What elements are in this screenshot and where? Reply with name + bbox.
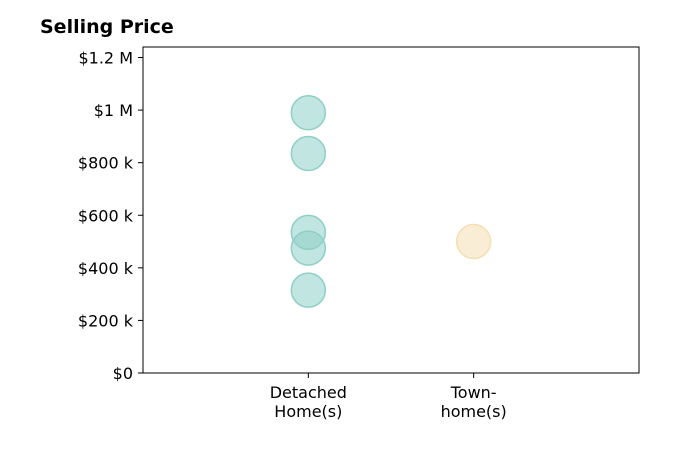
- y-tick-label: $200 k: [78, 311, 134, 330]
- chart-title: Selling Price: [40, 16, 174, 38]
- y-tick-label: $400 k: [78, 259, 134, 278]
- plot-frame: [142, 46, 640, 374]
- x-tick-label: Town-home(s): [441, 383, 507, 421]
- y-tick-label: $800 k: [78, 154, 134, 173]
- y-tick-label: $1 M: [94, 101, 133, 120]
- x-tick-label: Detached Home(s): [270, 383, 347, 421]
- data-point: [290, 230, 327, 266]
- data-point: [290, 135, 327, 172]
- y-tick-label: $1.2 M: [78, 49, 133, 68]
- data-point: [455, 223, 492, 260]
- data-point: [290, 272, 327, 308]
- y-tick-label: $600 k: [78, 206, 134, 225]
- data-point: [290, 94, 327, 131]
- y-tick-label: $0: [113, 364, 133, 383]
